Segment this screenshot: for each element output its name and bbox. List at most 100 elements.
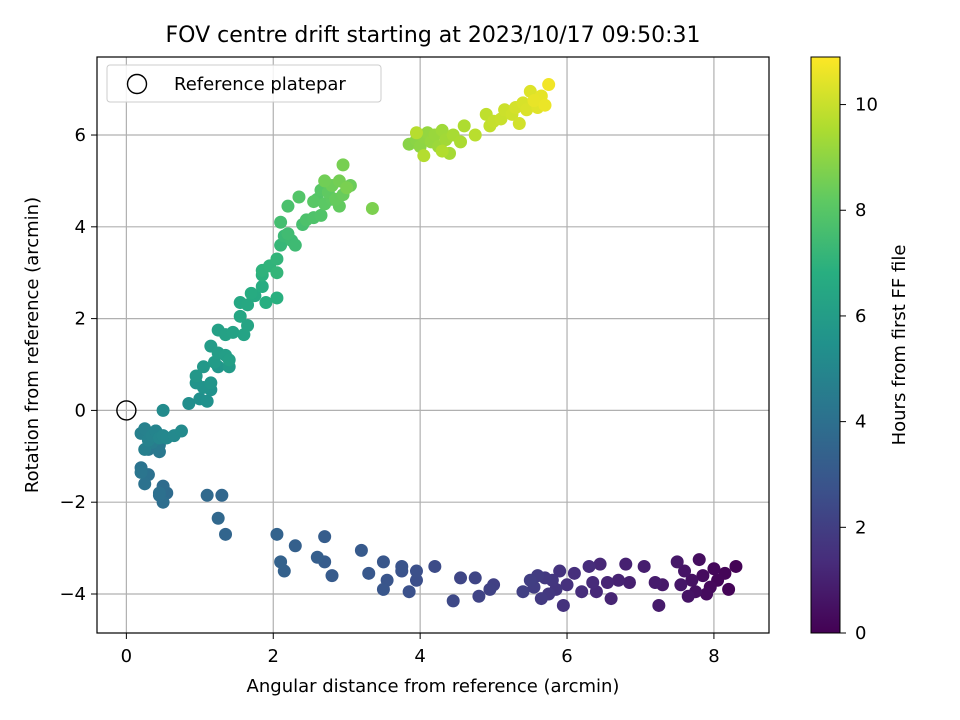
data-point (454, 135, 468, 149)
y-tick-label: −4 (59, 584, 86, 605)
plot-frame (96, 56, 770, 634)
data-point (314, 208, 328, 222)
colorbar-tick-label: 0 (855, 623, 866, 644)
colorbar: 0 2 4 6 8 10 Hours from first FF file (810, 56, 910, 644)
data-point (281, 199, 295, 213)
data-point (696, 569, 710, 583)
data-point (288, 539, 302, 553)
data-point (637, 559, 651, 573)
scatter-points (134, 78, 743, 612)
data-point (222, 353, 236, 367)
data-point (174, 424, 188, 438)
colorbar-tick-label: 4 (855, 412, 866, 433)
data-point (542, 78, 556, 92)
data-point (244, 286, 258, 300)
data-point (409, 126, 423, 140)
data-point (281, 227, 295, 241)
data-point (204, 376, 218, 390)
data-point (468, 571, 482, 585)
data-point (274, 215, 288, 229)
data-point (586, 576, 600, 590)
y-tick-label: 0 (75, 400, 86, 421)
data-point (292, 190, 306, 204)
data-point (707, 562, 721, 576)
data-point (538, 98, 552, 112)
data-point (582, 559, 596, 573)
colorbar-label: Hours from first FF file (889, 245, 910, 446)
data-point (652, 598, 666, 612)
y-tick-label: 4 (75, 217, 86, 238)
data-point (211, 511, 225, 525)
data-point (189, 369, 203, 383)
data-point (409, 564, 423, 578)
data-point (259, 296, 273, 310)
data-point (134, 465, 148, 479)
x-tick-label: 6 (561, 646, 572, 667)
data-point (336, 158, 350, 172)
data-point (483, 582, 497, 596)
data-point (196, 360, 210, 374)
colorbar-ticks: 0 2 4 6 8 10 (840, 95, 878, 644)
data-point (376, 555, 390, 569)
data-point (674, 578, 688, 592)
data-point (534, 592, 548, 606)
data-point (274, 555, 288, 569)
data-point (523, 573, 537, 587)
data-point (619, 557, 633, 571)
data-point (600, 576, 614, 590)
data-point (307, 195, 321, 209)
data-point (270, 291, 284, 305)
data-point (200, 394, 214, 408)
colorbar-tick-label: 8 (855, 200, 866, 221)
data-point (722, 582, 736, 596)
data-point (215, 488, 229, 502)
data-point (402, 585, 416, 599)
data-point (219, 527, 233, 541)
colorbar-gradient (810, 56, 841, 634)
data-point (516, 585, 530, 599)
x-tick-label: 4 (414, 646, 425, 667)
data-point (362, 566, 376, 580)
data-point (670, 555, 684, 569)
data-point (468, 128, 482, 142)
y-axis-ticks: −4 −2 0 2 4 6 (59, 125, 97, 605)
y-tick-label: −2 (59, 492, 86, 513)
data-point (729, 559, 743, 573)
legend-box (106, 64, 382, 103)
x-axis-ticks: 0 2 4 6 8 (121, 633, 720, 667)
colorbar-tick-label: 2 (855, 517, 866, 538)
data-point (700, 587, 714, 601)
data-point (567, 566, 581, 580)
data-point (692, 553, 706, 567)
data-point (527, 94, 541, 108)
data-point (288, 238, 302, 252)
legend-open-circle-icon (126, 73, 148, 95)
data-point (395, 559, 409, 573)
data-point (428, 559, 442, 573)
data-point (226, 325, 240, 339)
data-point (318, 174, 332, 188)
data-point (152, 486, 166, 500)
data-point (325, 569, 339, 583)
data-point (340, 181, 354, 195)
data-point (182, 397, 196, 411)
data-point (318, 530, 332, 544)
y-axis-label: Rotation from reference (arcmin) (22, 197, 43, 493)
data-point (138, 477, 152, 491)
data-point (604, 592, 618, 606)
data-point (241, 298, 255, 312)
data-point (575, 585, 589, 599)
data-point (446, 594, 460, 608)
data-point (409, 573, 423, 587)
data-point (685, 573, 699, 587)
data-point (593, 557, 607, 571)
x-tick-label: 8 (708, 646, 719, 667)
x-tick-label: 0 (121, 646, 132, 667)
data-point (270, 266, 284, 280)
data-point (472, 589, 486, 603)
data-point (512, 117, 526, 131)
data-point (454, 571, 468, 585)
colorbar-tick-label: 6 (855, 306, 866, 327)
data-point (310, 550, 324, 564)
